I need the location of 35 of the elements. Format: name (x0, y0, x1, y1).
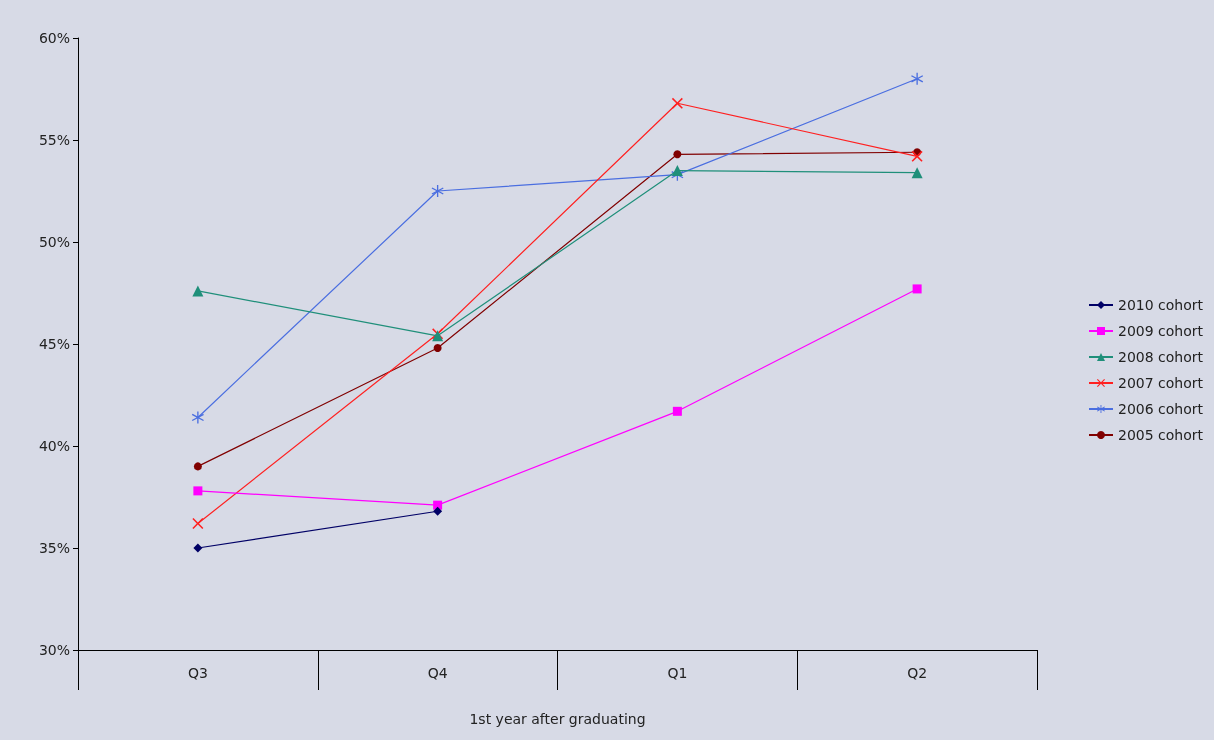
legend-label: 2008 cohort (1117, 349, 1204, 365)
point (433, 344, 442, 353)
point (431, 185, 444, 197)
point (911, 150, 923, 162)
x-tick-label: Q3 (187, 665, 208, 681)
point (193, 543, 203, 553)
y-tick-label: 60% (38, 30, 70, 46)
point (911, 167, 923, 179)
x-tick-label: Q4 (427, 665, 448, 681)
x-tick-label: Q1 (667, 665, 688, 681)
point (912, 284, 922, 294)
legend-label: 2010 cohort (1117, 297, 1204, 313)
point (193, 486, 203, 496)
y-tick-label: 50% (38, 234, 70, 250)
point (673, 150, 682, 159)
point (671, 97, 683, 109)
point (192, 518, 204, 530)
legend-label: 2007 cohort (1117, 375, 1204, 391)
point (192, 285, 204, 297)
x-axis-title: 1st year after graduating (469, 711, 646, 727)
y-tick-label: 30% (38, 642, 70, 658)
x-tick-label: Q2 (907, 665, 928, 681)
point (671, 165, 683, 177)
legend-label: 2009 cohort (1117, 323, 1204, 339)
point (193, 462, 202, 471)
y-tick-label: 40% (38, 438, 70, 454)
y-tick-label: 35% (38, 540, 70, 556)
y-tick-label: 55% (38, 132, 70, 148)
point (672, 406, 682, 416)
point (191, 411, 204, 424)
point (433, 506, 443, 516)
y-tick-label: 45% (38, 336, 70, 352)
legend-label: 2005 cohort (1117, 427, 1204, 443)
point (911, 72, 924, 85)
legend-label: 2006 cohort (1117, 401, 1204, 417)
